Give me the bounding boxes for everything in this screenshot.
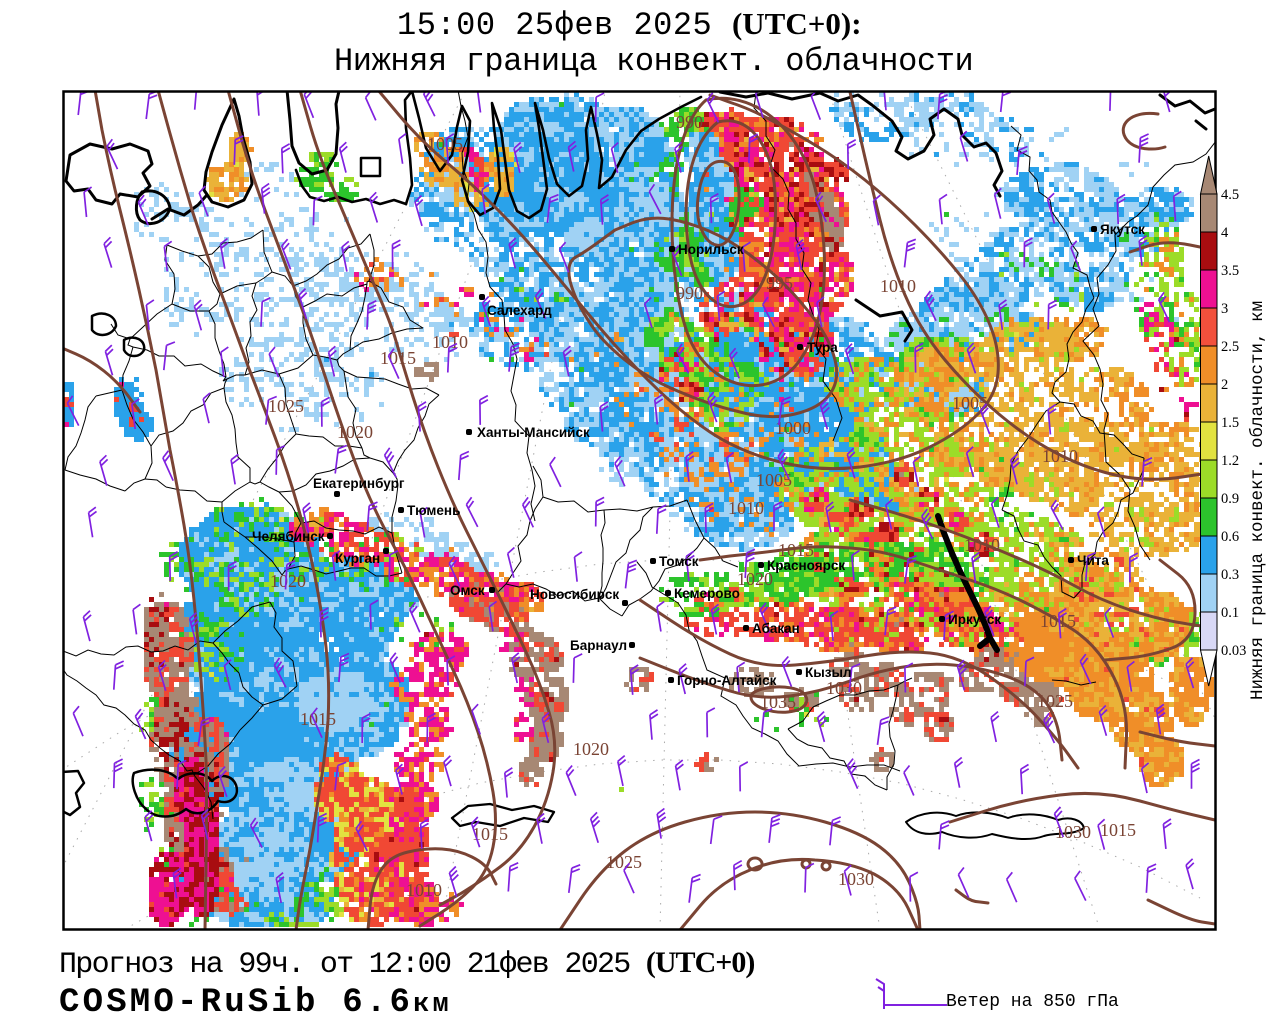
svg-text:Тюмень: Тюмень bbox=[407, 503, 460, 518]
svg-text:Горно-Алтайск: Горно-Алтайск bbox=[677, 673, 777, 688]
svg-text:1015: 1015 bbox=[1100, 820, 1136, 840]
svg-text:Якутск: Якутск bbox=[1100, 222, 1145, 237]
svg-text:1000: 1000 bbox=[775, 418, 811, 438]
svg-text:0.9: 0.9 bbox=[1221, 491, 1239, 507]
svg-text:Екатеринбург: Екатеринбург bbox=[313, 476, 405, 491]
svg-text:Кемерово: Кемерово bbox=[674, 586, 740, 601]
svg-text:995: 995 bbox=[766, 273, 793, 293]
svg-text:Иркутск: Иркутск bbox=[948, 612, 1001, 627]
svg-text:1010: 1010 bbox=[880, 276, 916, 296]
svg-text:Абакан: Абакан bbox=[752, 621, 800, 636]
svg-text:Курган: Курган bbox=[335, 551, 380, 566]
svg-text:0.03: 0.03 bbox=[1221, 643, 1246, 659]
svg-text:1010: 1010 bbox=[432, 332, 468, 352]
svg-text:Красноярск: Красноярск bbox=[767, 558, 845, 573]
svg-text:1020: 1020 bbox=[270, 571, 306, 591]
svg-text:1030: 1030 bbox=[826, 678, 862, 698]
svg-text:1015: 1015 bbox=[778, 540, 814, 560]
svg-text:1015: 1015 bbox=[380, 348, 416, 368]
svg-text:1020: 1020 bbox=[573, 739, 609, 759]
svg-text:1010: 1010 bbox=[406, 880, 442, 900]
svg-text:Норильск: Норильск bbox=[678, 242, 744, 257]
svg-text:1005: 1005 bbox=[427, 134, 463, 154]
svg-text:2: 2 bbox=[1221, 377, 1228, 393]
svg-text:1010: 1010 bbox=[1042, 446, 1078, 466]
svg-text:1010: 1010 bbox=[728, 498, 764, 518]
svg-text:3.5: 3.5 bbox=[1221, 263, 1239, 279]
svg-text:Барнаул: Барнаул bbox=[570, 638, 627, 653]
svg-text:1015: 1015 bbox=[472, 824, 508, 844]
svg-text:1005: 1005 bbox=[756, 470, 792, 490]
svg-text:Томск: Томск bbox=[659, 554, 699, 569]
svg-text:1015: 1015 bbox=[1040, 611, 1076, 631]
svg-text:1025: 1025 bbox=[606, 852, 642, 872]
svg-text:990: 990 bbox=[676, 112, 703, 132]
svg-text:Ханты-Мансийск: Ханты-Мансийск bbox=[477, 425, 590, 440]
svg-text:Челябинск: Челябинск bbox=[252, 529, 325, 544]
svg-text:1030: 1030 bbox=[838, 869, 874, 889]
svg-text:1020: 1020 bbox=[337, 422, 373, 442]
svg-text:4: 4 bbox=[1221, 225, 1229, 241]
svg-text:1030: 1030 bbox=[1055, 822, 1091, 842]
svg-text:0.3: 0.3 bbox=[1221, 567, 1239, 583]
svg-text:Омск: Омск bbox=[450, 583, 485, 598]
svg-text:Чита: Чита bbox=[1077, 553, 1109, 568]
svg-text:1010: 1010 bbox=[964, 535, 1000, 555]
svg-text:1035: 1035 bbox=[760, 692, 796, 712]
svg-text:1015: 1015 bbox=[300, 709, 336, 729]
svg-text:Тура: Тура bbox=[807, 340, 838, 355]
svg-text:1.2: 1.2 bbox=[1221, 453, 1239, 469]
svg-text:3: 3 bbox=[1221, 301, 1228, 317]
svg-text:Салехард: Салехард bbox=[487, 303, 552, 318]
svg-text:1005: 1005 bbox=[952, 393, 988, 413]
svg-text:4.5: 4.5 bbox=[1221, 187, 1239, 203]
svg-text:Кызыл: Кызыл bbox=[805, 665, 852, 680]
svg-text:0.6: 0.6 bbox=[1221, 529, 1239, 545]
svg-text:0.1: 0.1 bbox=[1221, 605, 1239, 621]
svg-text:1030: 1030 bbox=[847, 930, 883, 950]
svg-text:Новосибирск: Новосибирск bbox=[530, 587, 619, 602]
svg-text:990: 990 bbox=[676, 283, 703, 303]
svg-text:2.5: 2.5 bbox=[1221, 339, 1239, 355]
svg-text:1.5: 1.5 bbox=[1221, 415, 1239, 431]
svg-text:1025: 1025 bbox=[268, 396, 304, 416]
svg-text:Нижняя граница конвект. облачн: Нижняя граница конвект. облачности, км bbox=[1248, 301, 1268, 700]
svg-text:1025: 1025 bbox=[1037, 691, 1073, 711]
